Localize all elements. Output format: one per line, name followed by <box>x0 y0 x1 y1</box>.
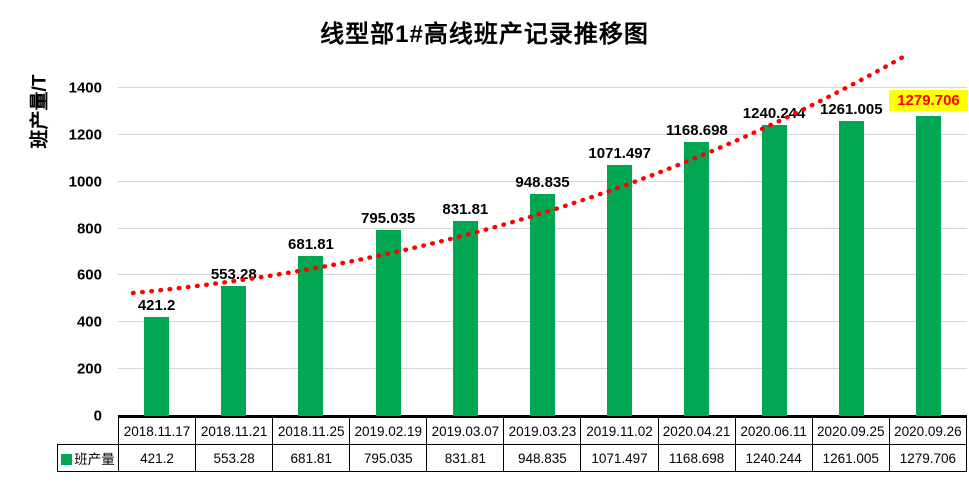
bars: 421.2 553.28 681.81 795.035 831.81 948.835 107… <box>118 88 968 416</box>
data-table: 2018.11.17 2018.11.21 2018.11.25 2019.02.19… <box>57 417 968 472</box>
table-row-values: 班产量 421.2 553.28 681.81 795.035 831.81 948.835… <box>57 444 968 472</box>
legend-swatch-icon <box>61 454 73 465</box>
bar <box>298 256 324 416</box>
value-cell: 681.81 <box>272 444 351 472</box>
date-cell: 2018.11.25 <box>272 417 351 445</box>
legend-label: 班产量 <box>74 452 115 467</box>
bar <box>607 164 633 416</box>
bar-slot: 1261.005 <box>813 101 890 416</box>
bar-value-label: 1240.244 <box>742 105 806 123</box>
date-cell: 2018.11.21 <box>195 417 274 445</box>
y-tick-label: 0 <box>93 407 102 425</box>
value-cell: 1168.698 <box>657 444 736 472</box>
bar <box>761 125 787 416</box>
bar-slot: 421.2 <box>118 297 195 416</box>
bar-slot: 1279.706 <box>889 90 968 416</box>
value-cell: 1279.706 <box>888 444 968 472</box>
bar <box>915 116 941 416</box>
bar-value-label: 681.81 <box>288 236 334 254</box>
date-cell: 2020.09.25 <box>811 417 890 445</box>
date-cell: 2020.04.21 <box>657 417 736 445</box>
chart-title: 线型部1#高线班产记录推移图 <box>320 21 649 48</box>
value-cell: 795.035 <box>349 444 428 472</box>
bar <box>221 286 247 416</box>
bar-slot: 795.035 <box>350 210 427 416</box>
date-cell: 2020.09.26 <box>888 417 968 445</box>
y-tick-label: 1000 <box>68 173 102 191</box>
bar-slot: 1168.698 <box>658 122 735 416</box>
bar <box>452 221 478 416</box>
bar-value-label: 1261.005 <box>819 100 883 118</box>
bar-slot: 553.28 <box>195 266 272 416</box>
bar <box>530 193 556 416</box>
legend-cell: 班产量 <box>57 444 119 472</box>
date-cell: 2019.03.07 <box>426 417 505 445</box>
value-cell: 1261.005 <box>811 444 890 472</box>
y-tick-label: 1200 <box>68 126 102 144</box>
data-table-body: 2018.11.17 2018.11.21 2018.11.25 2019.02.19… <box>57 417 968 472</box>
bar-value-label: 831.81 <box>442 201 489 219</box>
bar-value-label: 421.2 <box>137 297 176 315</box>
bar-value-label: 948.835 <box>515 173 570 191</box>
bar <box>684 142 710 416</box>
value-cell: 831.81 <box>426 444 505 472</box>
bar-slot: 1240.244 <box>736 105 813 416</box>
y-tick-label: 400 <box>76 313 102 331</box>
bar-slot: 831.81 <box>427 201 504 416</box>
bar-value-label: 1168.698 <box>666 122 728 140</box>
value-cell: 948.835 <box>503 444 582 472</box>
value-cell: 421.2 <box>117 444 197 472</box>
bar <box>144 317 170 416</box>
date-cell: 2020.06.11 <box>734 417 813 445</box>
y-tick-label: 200 <box>76 360 102 378</box>
bar <box>375 229 401 416</box>
highlighted-bar-value-label: 1279.706 <box>889 90 968 112</box>
bar <box>838 120 864 416</box>
table-row-dates: 2018.11.17 2018.11.21 2018.11.25 2019.02.19… <box>58 417 968 445</box>
plot-area: 421.2 553.28 681.81 795.035 831.81 948.835 107… <box>118 87 968 417</box>
y-tick-label: 600 <box>76 266 102 284</box>
bar-slot: 681.81 <box>272 236 349 416</box>
bar-value-label: 553.28 <box>210 266 257 284</box>
date-cell: 2018.11.17 <box>117 417 197 445</box>
y-tick-label: 1400 <box>68 79 102 97</box>
value-cell: 553.28 <box>195 444 274 472</box>
date-cell: 2019.11.02 <box>580 417 659 445</box>
x-axis-line <box>118 415 967 417</box>
bar-value-label: 795.035 <box>361 209 416 227</box>
y-tick-label: 800 <box>76 220 102 238</box>
bar-slot: 1071.497 <box>581 145 658 416</box>
y-axis-ticks: 0 200 400 600 800 1000 1200 1400 <box>0 81 108 424</box>
date-cell: 2019.03.23 <box>503 417 582 445</box>
bar-value-label: 1071.497 <box>588 144 651 162</box>
value-cell: 1240.244 <box>734 444 813 472</box>
date-cell: 2019.02.19 <box>349 417 428 445</box>
bar-slot: 948.835 <box>504 174 581 416</box>
value-cell: 1071.497 <box>580 444 659 472</box>
corner-cell <box>58 418 119 445</box>
